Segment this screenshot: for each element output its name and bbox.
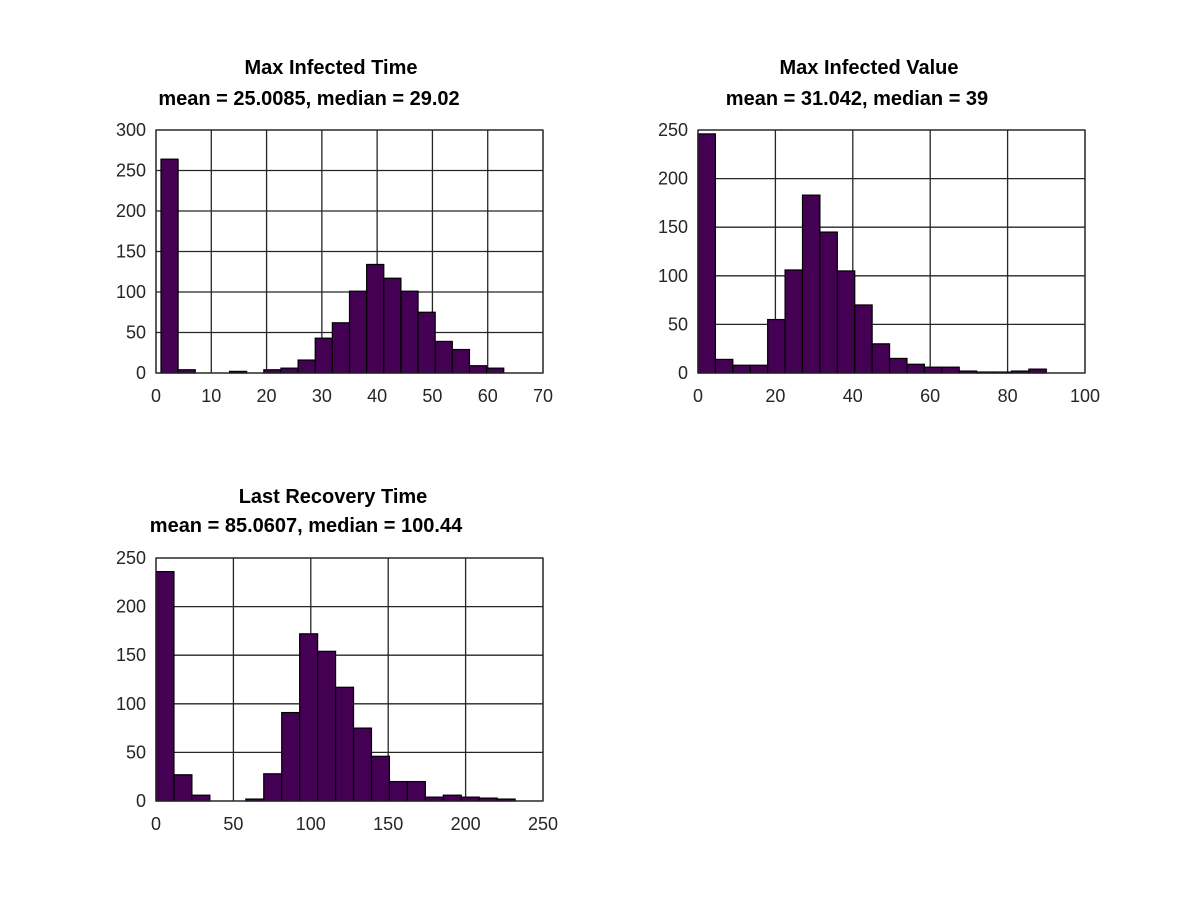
chart-subtitle: mean = 31.042, median = 39 xyxy=(726,88,988,110)
y-tick-label: 0 xyxy=(136,363,146,383)
histogram-bar xyxy=(836,270,856,374)
y-tick-label: 50 xyxy=(126,742,146,762)
histogram-bar xyxy=(468,365,488,374)
histogram-bar xyxy=(714,358,734,374)
histogram-bar xyxy=(801,194,821,374)
chart-title: Max Infected Value xyxy=(780,57,959,79)
chart-subtitle: mean = 25.0085, median = 29.02 xyxy=(158,88,459,110)
axes-box xyxy=(155,557,544,802)
x-tick-label: 0 xyxy=(151,386,161,406)
y-tick-label: 300 xyxy=(116,120,146,140)
chart-subtitle: mean = 85.0607, median = 100.44 xyxy=(150,515,463,537)
histogram-bar xyxy=(297,359,316,374)
histogram-bar xyxy=(906,363,925,374)
histogram-bar xyxy=(819,231,838,374)
histogram-bar xyxy=(160,158,179,374)
histogram-bar xyxy=(442,794,462,802)
y-tick-label: 100 xyxy=(116,694,146,714)
x-tick-label: 40 xyxy=(367,386,387,406)
y-tick-label: 0 xyxy=(136,791,146,811)
histogram-bar xyxy=(486,367,505,374)
histogram-bar xyxy=(854,304,873,374)
histogram-bar xyxy=(784,269,804,374)
x-tick-label: 60 xyxy=(920,386,940,406)
x-tick-label: 20 xyxy=(257,386,277,406)
y-tick-label: 200 xyxy=(116,597,146,617)
x-tick-label: 40 xyxy=(843,386,863,406)
y-tick-label: 150 xyxy=(116,242,146,262)
histogram-bar xyxy=(352,727,373,802)
x-tick-label: 100 xyxy=(296,814,326,834)
y-tick-label: 250 xyxy=(658,120,688,140)
histogram-bar xyxy=(417,311,436,374)
axes-box xyxy=(155,129,544,374)
x-tick-label: 50 xyxy=(422,386,442,406)
histogram-bar xyxy=(767,318,786,374)
panel-last-recovery-time: Last Recovery Time mean = 85.0607, media… xyxy=(116,486,558,834)
histogram-bar xyxy=(941,366,960,374)
histogram-bar xyxy=(263,773,283,802)
x-tick-label: 0 xyxy=(693,386,703,406)
y-tick-label: 150 xyxy=(658,217,688,237)
chart-title: Last Recovery Time xyxy=(239,486,428,508)
chart-title: Max Infected Time xyxy=(244,57,417,79)
x-tick-label: 250 xyxy=(528,814,558,834)
histogram-bar xyxy=(281,711,301,802)
panel-max-infected-value: Max Infected Value mean = 31.042, median… xyxy=(658,57,1100,406)
panel-max-infected-time: Max Infected Time mean = 25.0085, median… xyxy=(116,57,553,406)
histogram-bar xyxy=(923,366,943,374)
x-tick-label: 0 xyxy=(151,814,161,834)
histogram-bar xyxy=(155,571,175,802)
histogram-bar xyxy=(191,794,211,802)
y-tick-label: 100 xyxy=(116,282,146,302)
x-tick-label: 150 xyxy=(373,814,403,834)
x-tick-label: 200 xyxy=(451,814,481,834)
x-tick-label: 100 xyxy=(1070,386,1100,406)
y-tick-label: 50 xyxy=(126,323,146,343)
x-tick-label: 20 xyxy=(765,386,785,406)
histogram-bar xyxy=(299,633,319,802)
y-tick-label: 200 xyxy=(658,169,688,189)
histogram-bar xyxy=(366,263,385,374)
y-tick-label: 100 xyxy=(658,266,688,286)
x-tick-label: 70 xyxy=(533,386,553,406)
y-tick-label: 200 xyxy=(116,201,146,221)
histogram-bar xyxy=(370,755,391,802)
histogram-bar xyxy=(871,343,891,374)
histogram-bar xyxy=(451,348,471,374)
histogram-bar xyxy=(280,367,299,374)
histogram-bar xyxy=(383,277,402,374)
histogram-bar xyxy=(400,290,419,374)
histogram-bar xyxy=(697,133,717,374)
x-tick-label: 30 xyxy=(312,386,332,406)
axes-box xyxy=(697,129,1086,374)
x-tick-label: 10 xyxy=(201,386,221,406)
histogram-bar xyxy=(348,290,368,374)
histogram-bar xyxy=(749,364,769,374)
histogram-bar xyxy=(406,780,426,802)
x-tick-label: 60 xyxy=(478,386,498,406)
y-tick-label: 250 xyxy=(116,161,146,181)
histogram-bar xyxy=(388,780,408,802)
y-tick-label: 250 xyxy=(116,548,146,568)
plot-area xyxy=(698,130,1085,373)
histogram-bar xyxy=(173,774,193,802)
x-tick-label: 50 xyxy=(223,814,243,834)
histogram-bar xyxy=(331,322,351,374)
histogram-bar xyxy=(888,357,908,374)
histogram-bar xyxy=(317,650,337,802)
y-tick-label: 150 xyxy=(116,645,146,665)
histogram-bar xyxy=(334,686,355,802)
histogram-bar xyxy=(434,340,453,374)
y-tick-label: 50 xyxy=(668,314,688,334)
x-tick-label: 80 xyxy=(998,386,1018,406)
y-tick-label: 0 xyxy=(678,363,688,383)
histogram-bar xyxy=(732,364,751,374)
histogram-bar xyxy=(314,337,333,374)
